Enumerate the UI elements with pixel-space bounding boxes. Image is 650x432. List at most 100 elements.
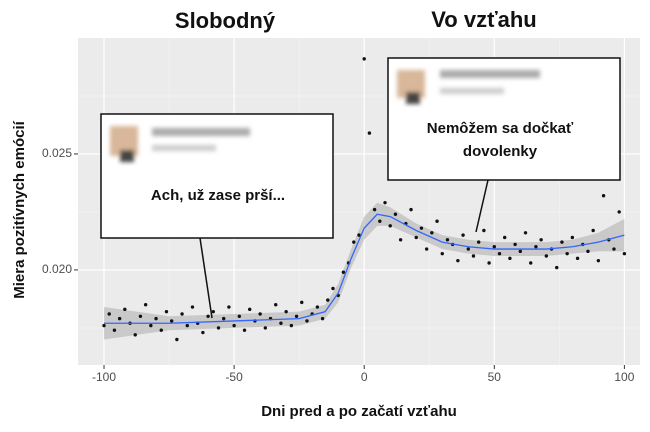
x-axis-title: Dni pred a po začatí vzťahu <box>261 403 457 420</box>
point <box>539 238 543 242</box>
x-tick-label: -100 <box>92 370 116 384</box>
point <box>445 238 450 242</box>
point <box>159 328 163 332</box>
point <box>102 323 106 328</box>
smooth-line <box>104 213 625 324</box>
point <box>503 235 507 240</box>
point <box>242 328 247 332</box>
avatar <box>110 126 250 162</box>
point <box>461 233 465 237</box>
point <box>123 307 127 312</box>
point <box>497 251 502 256</box>
title-left: Slobodný <box>175 8 276 33</box>
point <box>513 242 517 247</box>
point <box>617 210 621 214</box>
point <box>456 258 460 263</box>
callout-right: Nemôžem sa dočkať dovolenky <box>387 57 621 233</box>
callout-left: Ach, už zase prší... <box>100 113 334 319</box>
point <box>185 323 189 328</box>
point <box>352 240 356 244</box>
point <box>529 261 533 265</box>
point <box>206 314 210 318</box>
point <box>419 226 424 230</box>
point <box>341 270 346 274</box>
point <box>201 330 205 335</box>
point <box>232 323 236 328</box>
point <box>487 261 491 265</box>
point <box>315 305 320 309</box>
point <box>383 200 387 205</box>
point <box>133 333 137 337</box>
confidence-band <box>104 202 625 340</box>
point <box>305 319 309 323</box>
point <box>289 323 294 328</box>
note: Ach, už zase prší... <box>151 187 285 204</box>
point <box>601 194 606 198</box>
point <box>357 233 361 237</box>
note: dovolenky <box>463 143 538 160</box>
note: Nemôžem sa dočkať <box>427 120 574 137</box>
point <box>518 249 523 254</box>
point <box>294 314 299 318</box>
point <box>388 224 392 228</box>
point <box>409 207 413 212</box>
point <box>180 312 184 316</box>
x-tick-label: 100 <box>614 370 634 384</box>
point <box>190 305 195 309</box>
point <box>393 212 398 216</box>
point <box>591 228 595 233</box>
point <box>107 312 111 316</box>
x-tick-label: -50 <box>225 370 243 384</box>
title-right: Vo vzťahu <box>431 7 536 32</box>
point <box>117 316 122 321</box>
point <box>211 309 215 314</box>
y-tick-label: 0.020 <box>42 262 72 276</box>
point <box>435 219 439 223</box>
point <box>154 316 158 321</box>
point <box>320 316 325 321</box>
point <box>492 245 496 249</box>
point <box>274 303 278 307</box>
point <box>149 323 153 328</box>
box <box>387 57 621 181</box>
point <box>227 305 231 309</box>
point <box>300 300 304 305</box>
point <box>398 238 403 242</box>
pointer <box>199 237 213 319</box>
point <box>138 314 143 318</box>
point <box>471 254 476 258</box>
point <box>414 235 418 240</box>
point <box>466 247 470 251</box>
point <box>367 131 372 135</box>
point <box>565 251 569 256</box>
point <box>482 228 486 233</box>
point <box>372 207 377 212</box>
point <box>362 57 366 61</box>
point <box>586 249 590 254</box>
point <box>284 309 288 314</box>
point <box>544 254 549 258</box>
point <box>622 251 627 256</box>
pointer <box>475 179 489 233</box>
point <box>326 298 330 302</box>
point <box>508 256 512 261</box>
point <box>237 314 242 318</box>
point <box>523 231 528 235</box>
point <box>534 245 538 249</box>
point <box>378 219 382 223</box>
point <box>612 247 616 251</box>
point <box>424 247 429 251</box>
point <box>476 240 481 244</box>
point <box>263 326 268 330</box>
point <box>555 265 559 270</box>
point <box>222 316 226 321</box>
point <box>575 256 580 261</box>
point <box>560 240 564 244</box>
point <box>331 286 335 291</box>
point <box>279 321 283 325</box>
point <box>258 312 262 316</box>
point <box>570 235 575 240</box>
point <box>430 231 434 235</box>
point <box>596 258 601 263</box>
